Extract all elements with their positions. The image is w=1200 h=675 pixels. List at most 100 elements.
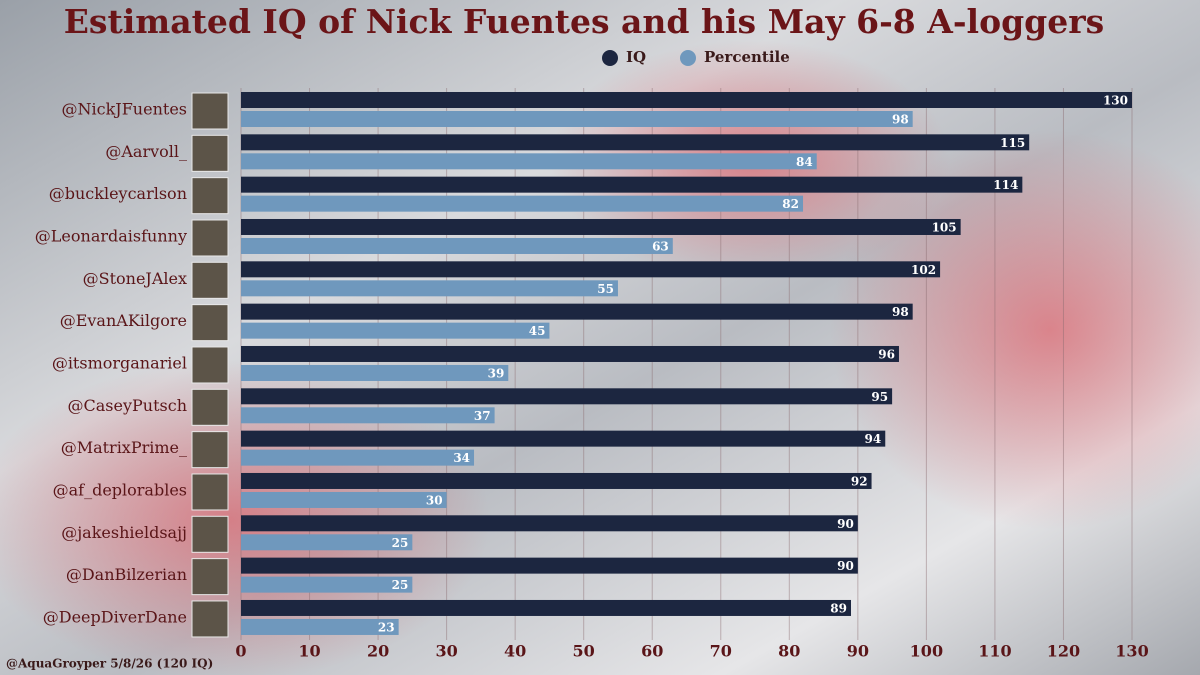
value-label: 98 — [892, 113, 909, 127]
value-label: 94 — [865, 432, 882, 446]
value-label: 115 — [1000, 136, 1025, 150]
bar — [241, 491, 447, 508]
bar — [241, 472, 872, 489]
value-label: 34 — [453, 451, 470, 465]
value-label: 98 — [892, 305, 909, 319]
x-tick-label: 90 — [847, 642, 869, 661]
bar — [241, 322, 550, 339]
avatar — [191, 177, 229, 215]
x-tick-label: 20 — [367, 642, 389, 661]
value-label: 90 — [837, 517, 854, 531]
category-label: @MatrixPrime_ — [61, 438, 187, 457]
legend-label: Percentile — [704, 48, 790, 66]
value-label: 89 — [830, 601, 847, 615]
bar — [241, 599, 851, 616]
legend-marker — [680, 50, 696, 66]
category-label: @buckleycarlson — [49, 184, 187, 203]
bar — [241, 153, 817, 170]
bar — [241, 557, 858, 574]
value-label: 25 — [392, 536, 409, 550]
value-label: 114 — [993, 178, 1018, 192]
x-tick-label: 0 — [235, 642, 246, 661]
bar — [241, 534, 413, 551]
bar — [241, 237, 673, 254]
category-label: @CaseyPutsch — [68, 396, 187, 415]
x-tick-label: 120 — [1047, 642, 1080, 661]
value-label: 84 — [796, 155, 813, 169]
value-label: 82 — [782, 197, 799, 211]
legend-label: IQ — [626, 48, 646, 66]
avatar — [191, 473, 229, 511]
value-label: 105 — [932, 220, 957, 234]
x-tick-label: 80 — [778, 642, 800, 661]
bar — [241, 303, 913, 320]
category-label: @Aarvoll_ — [105, 142, 187, 161]
category-label: @DanBilzerian — [66, 565, 187, 584]
chart-title: Estimated IQ of Nick Fuentes and his May… — [64, 2, 1104, 41]
value-label: 96 — [878, 347, 895, 361]
category-label: @Leonardaisfunny — [35, 226, 187, 245]
category-label: @StoneJAlex — [83, 269, 187, 288]
bar — [241, 280, 618, 297]
value-label: 63 — [652, 239, 669, 253]
bar — [241, 407, 495, 424]
category-label: @af_deplorables — [53, 480, 187, 499]
bar — [241, 388, 893, 405]
bar — [241, 430, 886, 447]
x-tick-label: 50 — [573, 642, 595, 661]
category-label: @jakeshieldsajj — [61, 523, 187, 542]
value-label: 130 — [1103, 94, 1128, 108]
value-label: 37 — [474, 409, 491, 423]
value-label: 30 — [426, 493, 443, 507]
bar — [241, 345, 899, 362]
x-tick-label: 40 — [504, 642, 526, 661]
value-label: 95 — [871, 390, 888, 404]
x-tick-label: 70 — [710, 642, 732, 661]
bar — [241, 449, 475, 466]
x-tick-label: 130 — [1115, 642, 1148, 661]
category-label: @itsmorganariel — [52, 353, 187, 372]
bar — [241, 618, 399, 635]
value-label: 39 — [488, 366, 505, 380]
category-label: @DeepDiverDane — [43, 607, 187, 626]
category-label: @NickJFuentes — [62, 100, 187, 119]
avatar — [191, 92, 229, 130]
bar — [241, 364, 509, 381]
avatar — [191, 600, 229, 638]
bar — [241, 111, 913, 127]
avatar — [191, 558, 229, 596]
legend-marker — [602, 50, 618, 66]
bar — [241, 218, 961, 235]
bar — [241, 92, 1132, 108]
bar — [241, 176, 1023, 193]
value-label: 55 — [597, 282, 614, 296]
avatar — [191, 346, 229, 384]
avatar — [191, 388, 229, 426]
bar — [241, 195, 804, 212]
avatar — [191, 134, 229, 172]
value-label: 25 — [392, 578, 409, 592]
avatar — [191, 219, 229, 257]
value-label: 23 — [378, 620, 395, 634]
annotation: @AquaGroyper 5/8/26 (120 IQ) — [6, 657, 213, 671]
x-tick-label: 100 — [910, 642, 943, 661]
x-tick-label: 30 — [435, 642, 457, 661]
value-label: 45 — [529, 324, 546, 338]
x-tick-label: 10 — [298, 642, 320, 661]
avatar — [191, 515, 229, 553]
category-label: @EvanAKilgore — [60, 311, 187, 330]
x-tick-label: 110 — [978, 642, 1011, 661]
avatar — [191, 431, 229, 469]
avatar — [191, 261, 229, 299]
value-label: 92 — [851, 474, 868, 488]
bar — [241, 261, 941, 278]
bar — [241, 576, 413, 593]
value-label: 90 — [837, 559, 854, 573]
value-label: 102 — [911, 263, 936, 277]
bar — [241, 134, 1030, 151]
x-tick-label: 60 — [641, 642, 663, 661]
avatar — [191, 304, 229, 342]
bar — [241, 515, 858, 532]
plot — [241, 92, 1132, 635]
